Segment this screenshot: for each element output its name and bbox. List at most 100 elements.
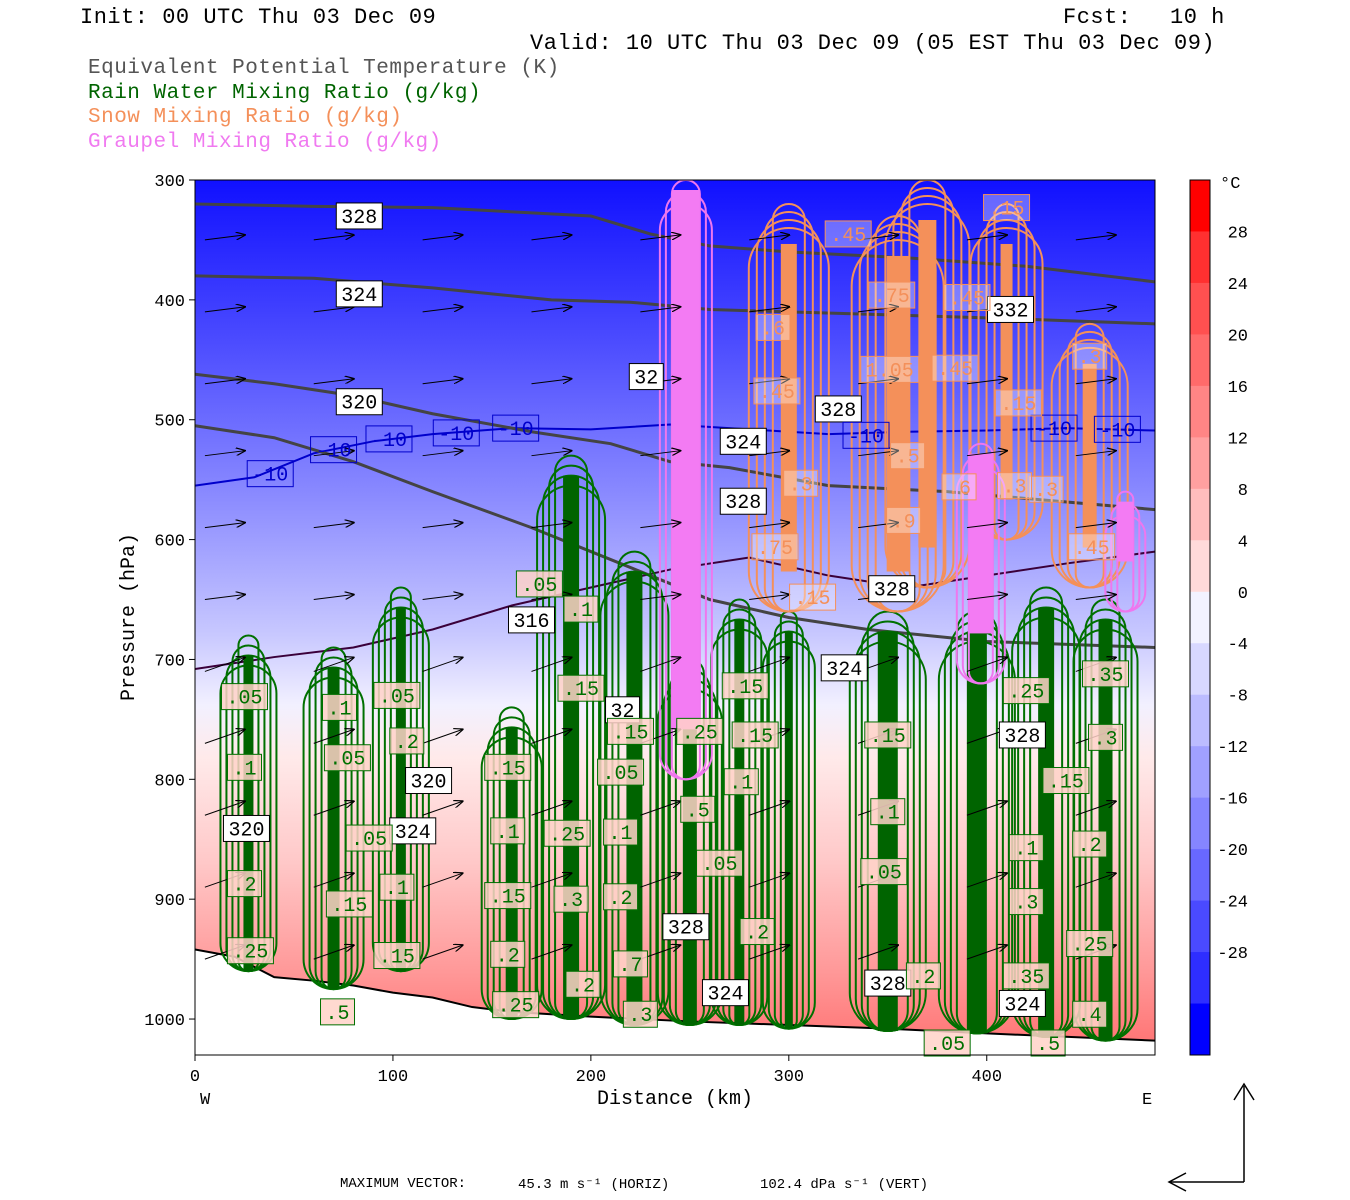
colorbar-label: 8: [1238, 482, 1248, 501]
wind-vector: [204, 235, 245, 241]
rain-label-box: [731, 721, 779, 749]
rain-label: .1: [729, 773, 753, 796]
max-vector-label: MAXIMUM VECTOR:: [340, 1176, 467, 1192]
rain-label: .15: [1048, 772, 1084, 795]
theta-e-label: 320: [411, 772, 447, 795]
graupel-core: [671, 190, 700, 730]
wind-vector: [531, 235, 571, 241]
wind-vector: [749, 595, 789, 601]
rain-label: .15: [490, 758, 526, 781]
wind-vector: [313, 873, 354, 888]
wind-vector: [966, 595, 1007, 601]
theta-e-label-box: [987, 295, 1035, 323]
rain-label: .15: [379, 947, 415, 970]
rain-label: .1: [496, 822, 520, 845]
theta-e-label-box: [719, 487, 767, 515]
rain-label-box: [1002, 962, 1050, 990]
rain-label: .3: [559, 890, 583, 913]
snow-core: [780, 243, 797, 572]
rain-label: .2: [232, 875, 256, 898]
legend-rain: Rain Water Mixing Ratio (g/kg): [88, 82, 482, 105]
isotherm-label-box: [310, 436, 358, 464]
wind-vector: [313, 235, 354, 241]
colorbar-label: 28: [1228, 224, 1248, 243]
isotherm-label: -10: [252, 465, 288, 488]
rain-label-box: [606, 717, 654, 745]
wind-vector: [531, 729, 571, 744]
wind-vector: [749, 945, 789, 960]
wind-vector: [313, 307, 354, 313]
rain-core: [395, 607, 406, 972]
isotherm-label: -10: [848, 426, 884, 449]
snow-label: .5: [896, 447, 920, 470]
wind-vector: [1075, 451, 1116, 457]
isotherm-label: -10: [498, 419, 534, 442]
isotherm-label-box: [432, 419, 480, 447]
y-tick-label: 500: [154, 413, 185, 432]
rain-label: .05: [866, 863, 902, 886]
theta-e-label-box: [998, 721, 1046, 749]
rain-label-box: [1008, 834, 1044, 862]
theta-e-label: 328: [341, 207, 377, 230]
colorbar-swatch: [1190, 643, 1210, 696]
colorbar-swatch: [1190, 180, 1210, 232]
rain-label: .05: [226, 688, 262, 711]
wind-vector: [531, 523, 571, 529]
snow-label-box: [943, 283, 991, 311]
rain-label-box: [923, 1029, 971, 1057]
snow-core: [886, 255, 909, 572]
snow-contour: [1050, 346, 1129, 589]
rain-label-box: [490, 817, 526, 845]
colorbar-swatch: [1190, 952, 1210, 1005]
snow-label-box: [996, 472, 1032, 500]
rain-core: [1038, 607, 1055, 1038]
rain-label: .3: [1094, 728, 1118, 751]
rain-label-box: [220, 683, 268, 711]
rain-label: .2: [496, 945, 520, 968]
rain-label: .3: [1014, 893, 1038, 916]
rain-label-box: [484, 882, 532, 910]
rain-label: .05: [929, 1034, 965, 1057]
rain-label: .25: [1072, 935, 1108, 958]
rain-label: .5: [326, 1003, 350, 1026]
isotherm-label-box: [842, 421, 890, 449]
snow-core: [1082, 363, 1097, 548]
snow-label: .3: [1002, 477, 1026, 500]
theta-e-label-box: [868, 575, 916, 603]
theta-e-label-box: [405, 767, 453, 795]
rain-core: [243, 655, 254, 972]
rain-label: .25: [549, 824, 585, 847]
rain-label: .1: [327, 698, 351, 721]
theta-e-label-box: [507, 606, 555, 634]
rain-label-box: [1072, 1000, 1108, 1028]
rain-label: .2: [609, 888, 633, 911]
theta-e-label: 324: [341, 285, 377, 308]
wind-vector: [422, 523, 463, 529]
wind-vector: [204, 801, 245, 816]
snow-label: .45: [937, 359, 973, 382]
wind-vector: [204, 379, 245, 385]
y-tick-label: 1000: [144, 1012, 185, 1031]
isotherm-label: -10: [438, 424, 474, 447]
theta-e-label-box: [701, 979, 749, 1007]
rain-label-box: [721, 672, 769, 700]
snow-label-box: [860, 355, 920, 383]
wind-vector: [531, 945, 571, 960]
wind-vector: [749, 801, 789, 816]
snow-label-box: [1072, 342, 1108, 370]
rain-label: .05: [521, 575, 557, 598]
theta-e-label: 328: [1004, 726, 1040, 749]
theta-e-label: 324: [707, 984, 743, 1007]
rain-label: .15: [563, 679, 599, 702]
wind-vector: [857, 945, 898, 960]
colorbar-swatch: [1190, 900, 1210, 953]
colorbar-label: -4: [1228, 636, 1248, 655]
snow-label-box: [1068, 533, 1116, 561]
rain-label: .05: [329, 749, 365, 772]
wind-vector: [1075, 379, 1116, 385]
theta-e-label-box: [864, 969, 912, 997]
wind-vector: [640, 451, 680, 457]
colorbar-label: -12: [1217, 739, 1248, 758]
theta-e-label: 324: [826, 659, 862, 682]
